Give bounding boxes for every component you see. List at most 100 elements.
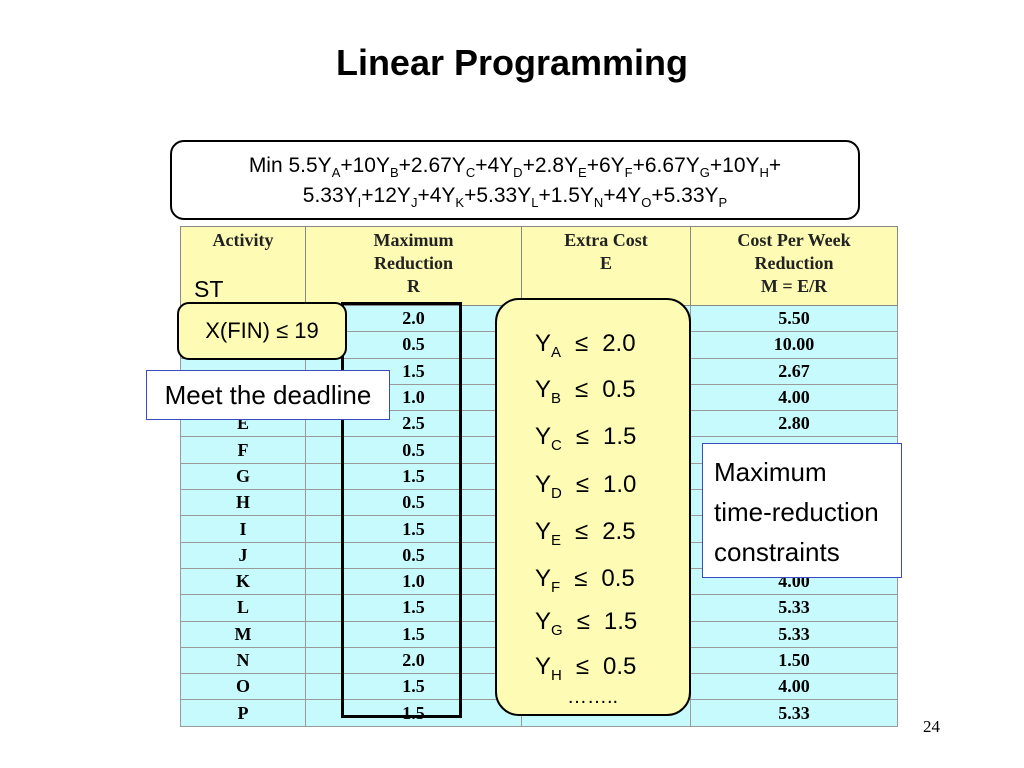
meet-deadline-label: Meet the deadline	[146, 370, 390, 420]
objective-term: +2.67Y	[398, 154, 466, 177]
le-operator: ≤	[575, 653, 590, 680]
table-cell: 5.33	[690, 699, 898, 727]
le-operator: ≤	[575, 330, 589, 357]
y-constraint-row: YB ≤0.5	[535, 376, 636, 407]
max-note-line: Maximum	[714, 457, 827, 487]
y-subscript: H	[551, 667, 562, 684]
header-text: Activity	[212, 230, 274, 250]
table-cell: 4.00	[690, 673, 898, 701]
table-cell: 4.00	[690, 383, 898, 412]
objective-subscript: F	[624, 165, 633, 180]
objective-subscript: D	[513, 165, 523, 180]
header-text: E	[599, 253, 612, 273]
table-header-cell: Cost Per Week Reduction M = E/R	[690, 226, 898, 306]
objective-subscript: N	[593, 195, 604, 210]
table-cell: L	[180, 594, 306, 622]
y-subscript: B	[551, 390, 562, 407]
table-cell: 5.33	[690, 594, 898, 622]
y-var: Y	[535, 518, 552, 545]
y-bound: 0.5	[603, 653, 637, 680]
objective-subscript: H	[759, 165, 769, 180]
y-bound: 2.5	[602, 518, 636, 545]
table-cell: 1.5	[305, 515, 522, 543]
objective-term: +5.33Y	[464, 184, 532, 207]
objective-term: +12Y	[361, 184, 411, 207]
objective-line-2: 5.33YI+12YJ+4YK+5.33YL+1.5YN+4YO+5.33YP	[172, 181, 858, 211]
table-cell: O	[180, 673, 306, 701]
le-operator: ≤	[575, 518, 589, 545]
objective-subscript: O	[641, 195, 652, 210]
table-header-cell: Extra Cost E	[521, 226, 691, 306]
le-operator: ≤	[575, 471, 590, 498]
y-bound: 1.5	[603, 608, 638, 635]
table-cell: 1.50	[690, 646, 898, 675]
table-cell: 0.5	[305, 541, 522, 569]
le-operator: ≤	[575, 423, 590, 450]
header-text: Reduction	[373, 253, 453, 273]
table-cell: 2.80	[690, 410, 898, 438]
objective-term: Min 5.5Y	[248, 154, 332, 177]
table-cell: 1.5	[305, 699, 522, 727]
table-cell: N	[180, 646, 306, 675]
y-bound: 1.5	[603, 423, 637, 450]
objective-term: +4Y	[417, 184, 456, 207]
objective-term: +4Y	[475, 154, 514, 177]
table-cell: P	[180, 699, 306, 727]
le-operator: ≤	[575, 376, 589, 403]
max-reduction-constraints-box: …….. YA ≤2.0 YB ≤0.5 YC ≤1.5 YD ≤1.0 YE ≤2.5 YF ≤0.…	[495, 298, 691, 716]
slide-title: Linear Programming	[335, 42, 689, 83]
objective-subscript: C	[465, 165, 476, 180]
y-bound: 1.0	[603, 471, 637, 498]
max-time-reduction-note: Maximum time-reduction constraints	[702, 443, 902, 578]
table-cell: 5.50	[690, 304, 898, 333]
le-operator: ≤	[574, 565, 588, 592]
table-cell: 1.5	[305, 594, 522, 622]
y-var: Y	[535, 653, 552, 680]
objective-term: +	[768, 154, 782, 177]
objective-term: +4Y	[603, 184, 642, 207]
table-cell: 10.00	[690, 331, 898, 359]
objective-term: +1.5Y	[538, 184, 594, 207]
y-constraint-row: YC ≤1.5	[535, 423, 637, 453]
header-text: Maximum	[373, 230, 454, 250]
table-cell: 1.0	[305, 567, 522, 596]
table-cell: K	[180, 567, 306, 596]
y-subscript: D	[551, 485, 562, 502]
table-cell: I	[180, 515, 306, 543]
objective-function-box: Min 5.5YA+10YB+2.67YC+4YD+2.8YE+6YF+6.67…	[170, 140, 860, 220]
objective-term: +6Y	[586, 154, 625, 177]
header-text: Extra Cost	[564, 230, 648, 250]
objective-term: +10Y	[709, 154, 760, 177]
y-subscript: G	[551, 622, 563, 639]
finish-constraint-box: X(FIN) ≤ 19	[177, 302, 347, 360]
objective-subscript: L	[531, 195, 539, 210]
objective-subscript: E	[578, 165, 587, 180]
table-cell: 1.5	[305, 462, 522, 491]
y-constraint-row: YE ≤2.5	[535, 518, 636, 549]
table-cell: J	[180, 541, 306, 569]
table-cell: 2.0	[305, 646, 522, 675]
y-subscript: F	[551, 579, 561, 596]
table-cell: 0.5	[305, 489, 522, 517]
y-subscript: E	[551, 532, 562, 549]
y-bound: 0.5	[602, 376, 636, 403]
table-cell: M	[180, 620, 306, 648]
table-cell: F	[180, 436, 306, 464]
objective-term: +2.8Y	[522, 154, 579, 177]
objective-subscript: K	[455, 195, 465, 210]
table-cell: 1.5	[305, 673, 522, 701]
table-cell: 5.33	[690, 620, 898, 648]
y-constraint-row: YA ≤2.0	[535, 330, 636, 360]
objective-term: +5.33Y	[651, 184, 719, 207]
y-constraint-row: YF ≤0.5	[535, 565, 635, 596]
objective-subscript: J	[410, 195, 418, 210]
y-constraint-row: YH ≤0.5	[535, 653, 637, 684]
objective-subscript: G	[699, 165, 710, 180]
y-bound: 0.5	[601, 565, 635, 592]
table-cell: G	[180, 462, 306, 491]
objective-subscript: I	[357, 195, 362, 210]
objective-term: +6.67Y	[632, 154, 700, 177]
objective-term: 5.33Y	[302, 184, 358, 207]
table-cell: 2.67	[690, 357, 898, 385]
table-cell: H	[180, 489, 306, 517]
